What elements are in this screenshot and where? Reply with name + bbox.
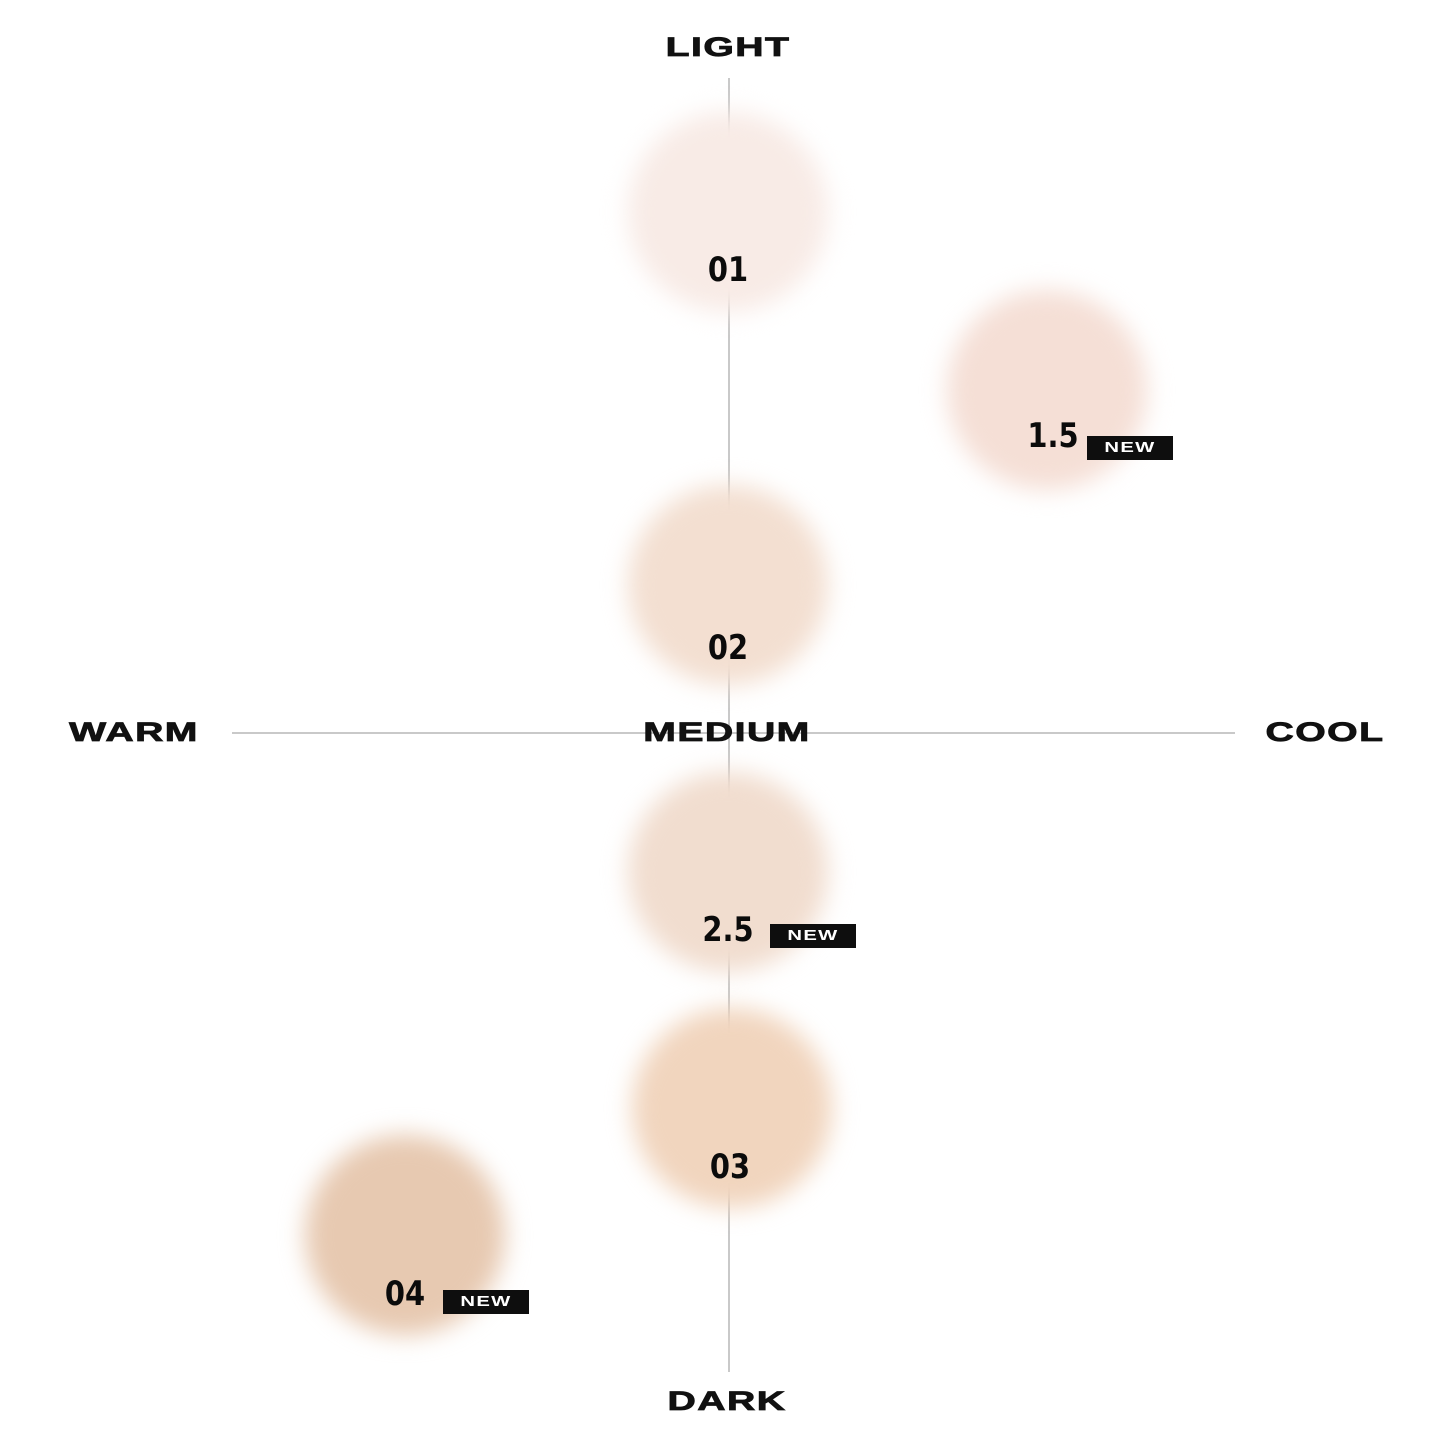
axis-label-cool: COOL: [1265, 717, 1385, 747]
shade-label-04: 04: [384, 1274, 426, 1314]
shade-label-03: 03: [709, 1147, 751, 1187]
new-badge: NEW: [1087, 436, 1173, 460]
shade-label-02: 02: [707, 628, 749, 668]
axis-label-warm: WARM: [69, 717, 199, 747]
shade-swatch-1-5: [947, 290, 1147, 490]
new-badge-text: NEW: [787, 927, 839, 944]
vertical-axis-line: [728, 78, 730, 1372]
new-badge-text: NEW: [460, 1293, 512, 1310]
axis-label-medium: MEDIUM: [643, 717, 811, 747]
axis-label-light: LIGHT: [665, 32, 791, 62]
new-badge: NEW: [443, 1290, 529, 1314]
shade-swatch-03: [632, 1008, 832, 1208]
shade-swatch-01: [628, 112, 828, 312]
shade-label-1-5: 1.5: [1027, 416, 1079, 456]
shade-label-01: 01: [707, 250, 749, 290]
new-badge-text: NEW: [1104, 439, 1156, 456]
shade-label-2-5: 2.5: [702, 910, 754, 950]
new-badge: NEW: [770, 924, 856, 948]
horizontal-axis-line: [232, 732, 1235, 734]
axis-label-dark: DARK: [667, 1386, 787, 1416]
shade-swatch-02: [628, 485, 828, 685]
